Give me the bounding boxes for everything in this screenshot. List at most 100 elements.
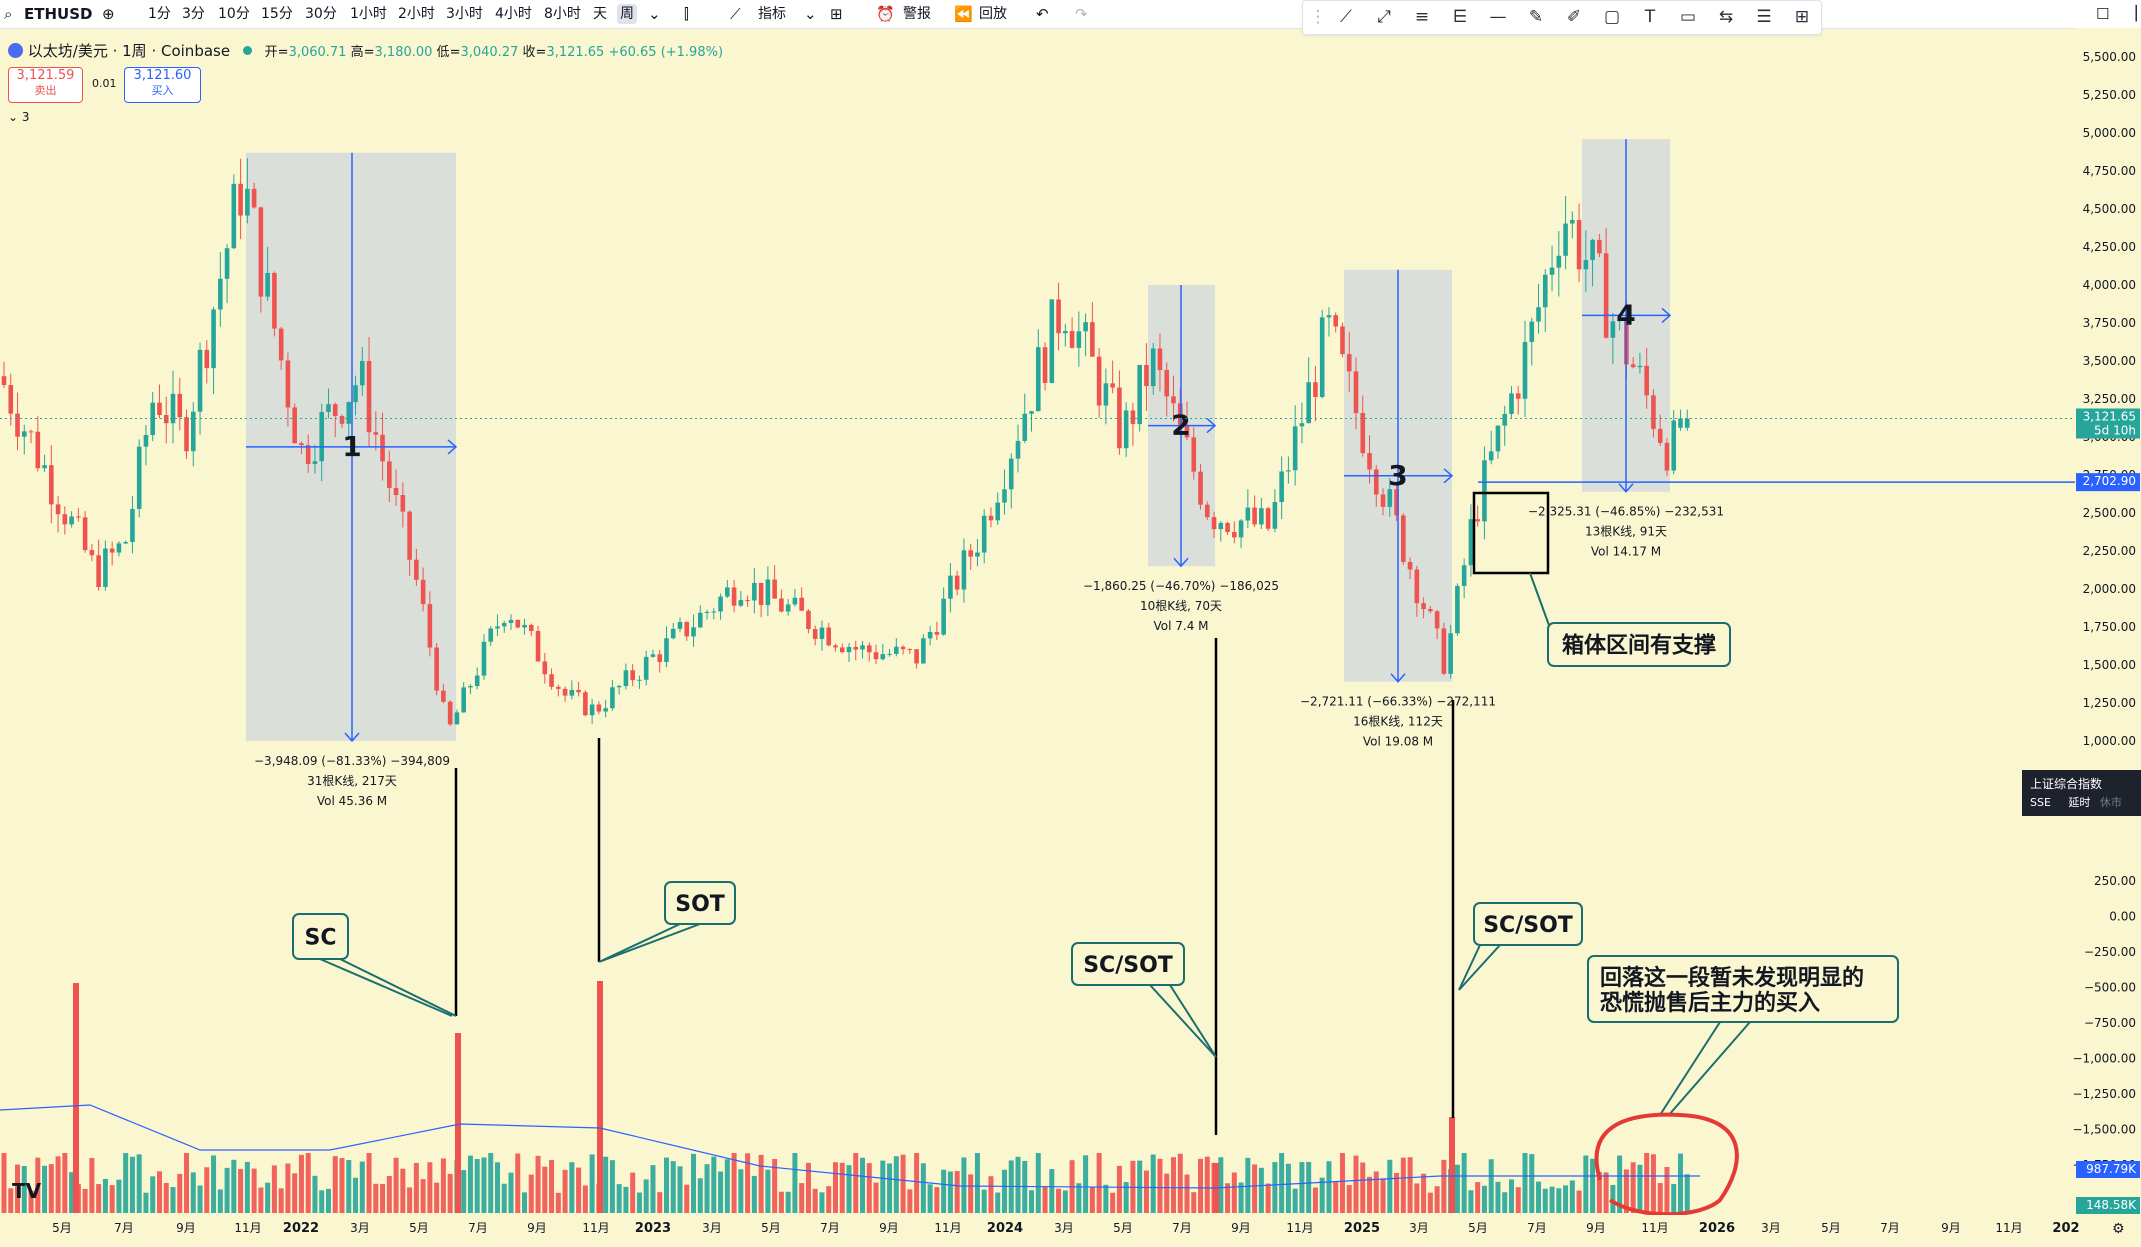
- text-icon[interactable]: T: [1644, 7, 1656, 27]
- interval-1m[interactable]: 1分: [148, 6, 171, 22]
- callout-icon[interactable]: ▭: [1679, 7, 1697, 27]
- indicators-icon[interactable]: ⟋: [730, 5, 741, 23]
- time-tick-1: 7月: [114, 1221, 134, 1235]
- candle-body-132: [894, 646, 899, 654]
- ray-icon[interactable]: ⤢: [1377, 7, 1391, 27]
- candle-body-81: [549, 674, 554, 687]
- candle-body-187: [1265, 508, 1271, 529]
- candle-type-icon[interactable]: ⫿: [684, 5, 689, 23]
- current-price-tag-bg: [2076, 408, 2140, 439]
- alert-icon[interactable]: ⏰: [876, 5, 895, 23]
- drawing-toolbar: ⋮ ⟋ ⤢ ≡ ⋿ — ✎ ✐ ▢ T ▭ ⇆ ☰ ⊞: [1302, 0, 1822, 35]
- candle-body-131: [887, 653, 892, 655]
- price-tick-4: 4,750.00: [2083, 164, 2136, 178]
- alert-button[interactable]: 警报: [903, 6, 931, 22]
- interval-2h[interactable]: 2小时: [398, 6, 435, 22]
- sell-button[interactable]: 3,121.59 卖出: [8, 67, 83, 103]
- brush-icon[interactable]: ✐: [1566, 7, 1582, 27]
- interval-week[interactable]: 周: [617, 4, 637, 24]
- candle-body-74: [501, 622, 507, 627]
- replay-button[interactable]: 回放: [979, 6, 1007, 22]
- window-icon[interactable]: ☐: [2096, 5, 2110, 23]
- price-tick-18: 1,250.00: [2083, 696, 2136, 710]
- volume-last-tag-bg: [2076, 1197, 2140, 1214]
- volume-bar-62: [420, 1179, 426, 1213]
- volume-bar-23: [156, 1171, 162, 1213]
- volume-bar-30: [204, 1167, 210, 1213]
- candle-body-142: [961, 550, 967, 590]
- candle-body-77: [522, 624, 527, 628]
- candle-body-91: [616, 685, 622, 688]
- volume-bar-173: [1170, 1157, 1176, 1213]
- settings-lines-icon[interactable]: ☰: [1756, 7, 1772, 27]
- candle-body-229: [1549, 267, 1555, 275]
- chevron-down-icon[interactable]: ⌄: [648, 5, 661, 23]
- parallel-channel-icon[interactable]: ≡: [1414, 7, 1430, 27]
- candle-body-28: [190, 411, 196, 452]
- candle-body-97: [657, 654, 663, 662]
- interval-4h[interactable]: 4小时: [495, 6, 532, 22]
- replay-icon[interactable]: ⏪: [954, 5, 973, 23]
- volume-bar-218: [1475, 1182, 1481, 1213]
- volume-bar-243: [1644, 1153, 1650, 1213]
- volume-bar-26: [177, 1173, 183, 1213]
- rectangle-icon[interactable]: ▢: [1603, 7, 1621, 27]
- volume-bar-222: [1502, 1192, 1508, 1213]
- fib-icon[interactable]: ⋿: [1452, 7, 1468, 27]
- symbol-search[interactable]: ETHUSD: [24, 5, 93, 23]
- panel-toggle[interactable]: ▕: [2126, 6, 2137, 22]
- candle-body-138: [934, 631, 940, 635]
- volume-bar-51: [346, 1160, 352, 1213]
- interval-10m[interactable]: 10分: [218, 6, 250, 22]
- horizontal-line-icon[interactable]: —: [1489, 7, 1507, 27]
- candle-body-66: [447, 701, 453, 725]
- measure-arrow-right-1: [447, 439, 458, 455]
- crosshair-box-icon[interactable]: ⊞: [1794, 7, 1810, 27]
- layout-icon[interactable]: ⊞: [830, 5, 843, 23]
- buy-button[interactable]: 3,121.60 买入: [124, 67, 201, 103]
- time-tick-25: 7月: [1527, 1221, 1547, 1235]
- pen-icon[interactable]: ✎: [1528, 7, 1544, 27]
- time-tick-21: 11月: [1286, 1221, 1313, 1235]
- undo-icon[interactable]: ↶: [1036, 5, 1049, 23]
- candle-body-151: [1022, 413, 1028, 441]
- interval-1h[interactable]: 1小时: [350, 6, 387, 22]
- add-symbol-icon[interactable]: ⊕: [102, 5, 115, 23]
- interval-3m[interactable]: 3分: [182, 6, 205, 22]
- candle-body-75: [508, 619, 514, 623]
- volume-bar-184: [1245, 1157, 1251, 1213]
- drag-handle-icon[interactable]: ⋮: [1309, 7, 1327, 27]
- candle-body-204: [1380, 494, 1386, 507]
- candle-body-216: [1461, 565, 1467, 586]
- candle-body-241: [1630, 364, 1636, 368]
- candle-body-26: [177, 393, 183, 418]
- price-tick-2: 5,250.00: [2083, 88, 2136, 102]
- measure-icon[interactable]: ⇆: [1718, 7, 1734, 27]
- interval-3h[interactable]: 3小时: [446, 6, 483, 22]
- search-icon[interactable]: ⌕: [4, 5, 13, 23]
- volume-bar-142: [961, 1157, 967, 1213]
- redo-icon[interactable]: ↷: [1075, 5, 1088, 23]
- price-chart[interactable]: 1 −3,948.09 (−81.33%) −394,809 31根K线, 217天…: [0, 28, 2141, 1247]
- volume-bar-234: [1583, 1155, 1589, 1213]
- indicators-button[interactable]: 指标: [758, 6, 786, 22]
- volume-bar-53: [359, 1161, 365, 1213]
- candle-body-7: [49, 465, 54, 505]
- volume-bar-21: [143, 1192, 149, 1213]
- interval-day[interactable]: 天: [593, 6, 607, 22]
- legend-title[interactable]: 以太坊/美元 · 1周 · Coinbase: [27, 42, 231, 60]
- interval-15m[interactable]: 15分: [261, 6, 293, 22]
- candle-body-46: [312, 461, 318, 464]
- volume-bar-139: [941, 1169, 947, 1213]
- candle-body-98: [664, 638, 669, 662]
- volume-bar-102: [691, 1153, 697, 1213]
- interval-8h[interactable]: 8小时: [544, 6, 581, 22]
- volume-bar-96: [650, 1165, 656, 1213]
- measure-stat-1-1: 31根K线, 217天: [307, 774, 397, 788]
- volume-bar-107: [724, 1159, 730, 1213]
- interval-30m[interactable]: 30分: [305, 6, 337, 22]
- candle-body-213: [1441, 628, 1447, 674]
- trendline-icon[interactable]: ⟋: [1340, 7, 1352, 27]
- indicators-collapse[interactable]: ⌄ 3: [8, 110, 30, 124]
- chevron-down-icon[interactable]: ⌄: [804, 5, 817, 23]
